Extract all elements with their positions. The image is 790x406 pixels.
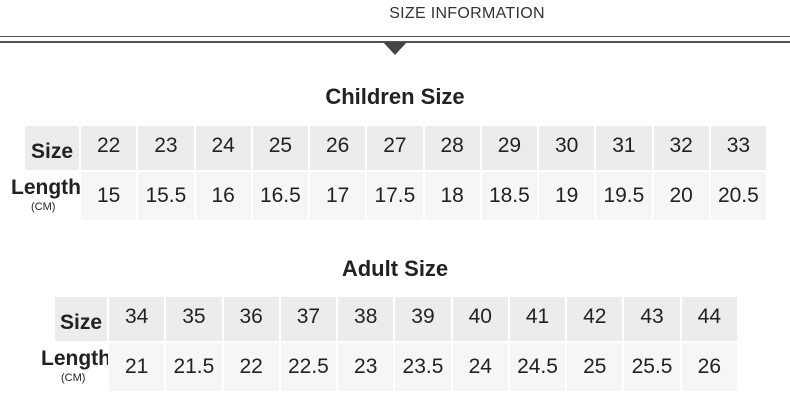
size-cell: 22 — [80, 125, 138, 171]
length-cell: 16 — [194, 171, 252, 221]
size-cell: 39 — [394, 296, 452, 342]
size-label-cell: Size — [54, 296, 108, 342]
length-cell: 22.5 — [279, 342, 338, 392]
size-cell: 35 — [165, 296, 223, 342]
size-cell: 41 — [508, 296, 567, 342]
size-cell: 42 — [566, 296, 624, 342]
size-cell: 30 — [538, 125, 596, 171]
length-cell: 23.5 — [394, 342, 452, 392]
rule — [0, 36, 790, 37]
size-cell: 29 — [480, 125, 538, 171]
size-cell: 44 — [680, 296, 738, 342]
length-cell: 25 — [566, 342, 624, 392]
size-cell: 34 — [108, 296, 166, 342]
length-cell: 25.5 — [623, 342, 681, 392]
length-label-cell: Length (CM) — [40, 342, 111, 392]
length-label: Length — [11, 176, 81, 199]
size-cell: 38 — [337, 296, 395, 342]
length-cell: 24 — [451, 342, 509, 392]
size-cell: 24 — [194, 125, 252, 171]
length-cell: 21.5 — [165, 342, 223, 392]
length-label-cell: Length (CM) — [10, 171, 81, 221]
length-cell: 18.5 — [480, 171, 538, 221]
length-cell: 20.5 — [709, 171, 767, 221]
header-title: SIZE INFORMATION — [389, 5, 545, 22]
length-cell: 24.5 — [508, 342, 567, 392]
length-cell: 19.5 — [595, 171, 653, 221]
size-cell: 40 — [451, 296, 509, 342]
length-cell: 15.5 — [137, 171, 195, 221]
size-cell: 25 — [251, 125, 309, 171]
unit-label: (CM) — [61, 372, 86, 384]
size-label-cell: Size — [24, 125, 80, 171]
length-cell: 17 — [309, 171, 367, 221]
length-cell: 23 — [337, 342, 395, 392]
table-title: Children Size — [325, 84, 465, 109]
length-cell: 21 — [108, 342, 166, 392]
size-cell: 37 — [279, 296, 338, 342]
size-cell: 43 — [623, 296, 681, 342]
length-cell: 22 — [222, 342, 280, 392]
length-cell: 16.5 — [251, 171, 309, 221]
length-cell: 17.5 — [366, 171, 424, 221]
size-cell: 28 — [423, 125, 481, 171]
unit-label: (CM) — [31, 201, 56, 213]
length-cell: 20 — [652, 171, 710, 221]
size-cell: 36 — [222, 296, 280, 342]
length-cell: 26 — [680, 342, 738, 392]
size-cell: 23 — [137, 125, 195, 171]
pointer — [383, 42, 407, 55]
length-label: Length — [41, 347, 111, 370]
size-cell: 26 — [309, 125, 367, 171]
size-cell: 31 — [595, 125, 653, 171]
table-title: Adult Size — [341, 256, 449, 281]
size-cell: 27 — [366, 125, 424, 171]
length-cell: 15 — [80, 171, 138, 221]
size-cell: 33 — [709, 125, 767, 171]
size-cell: 32 — [652, 125, 710, 171]
length-cell: 18 — [423, 171, 481, 221]
length-cell: 19 — [538, 171, 596, 221]
